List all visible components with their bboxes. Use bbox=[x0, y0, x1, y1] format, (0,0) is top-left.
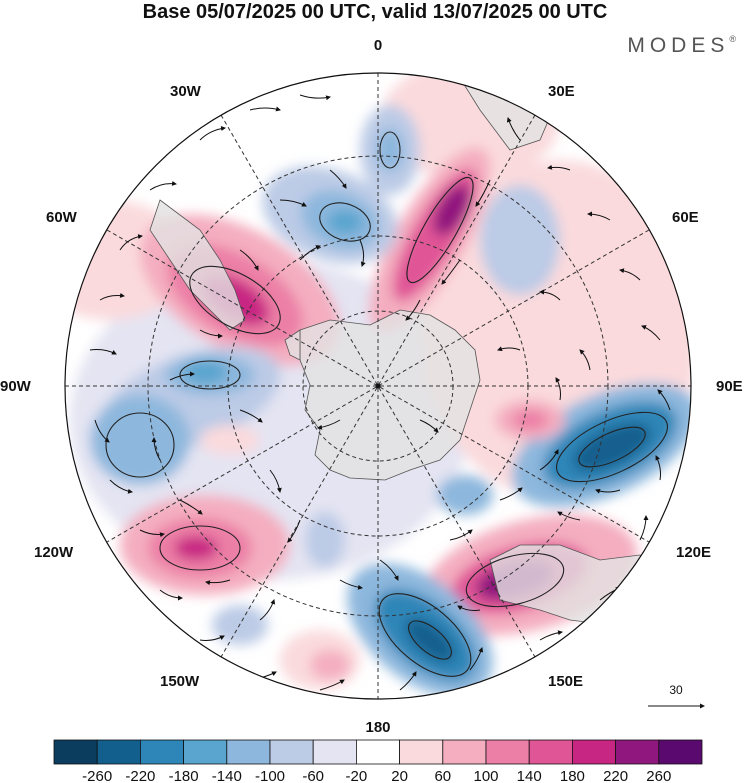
colorbar-swatch bbox=[312, 739, 357, 765]
lon-label-90e: 90E bbox=[716, 378, 743, 395]
colorbar-tick-label: -220 bbox=[125, 768, 155, 783]
antarctic-peninsula-outline bbox=[284, 329, 301, 361]
colorbar-swatch bbox=[139, 739, 184, 765]
contour-lines bbox=[105, 131, 669, 677]
colorbar-tick-label: -20 bbox=[346, 768, 368, 783]
lon-label-0: 0 bbox=[374, 37, 382, 54]
vector-scale: 30 bbox=[648, 683, 705, 709]
modes-logo: MODES® bbox=[627, 34, 736, 58]
colorbar-swatch bbox=[572, 739, 617, 765]
lon-label-60w: 60W bbox=[46, 209, 78, 226]
colorbar-swatch bbox=[96, 739, 141, 765]
lon-label-30w: 30W bbox=[170, 83, 202, 100]
longitude-labels: 0 30E 60E 90E 120E 150E 180 150W 120W 90… bbox=[0, 37, 743, 736]
colorbar-swatch bbox=[485, 739, 530, 765]
colorbar-tick-label: 20 bbox=[391, 768, 408, 783]
colorbar-swatch bbox=[53, 739, 98, 765]
lon-label-90w: 90W bbox=[0, 378, 32, 395]
map-boundary bbox=[64, 72, 692, 700]
colorbar: -260 -220 -180 -140 -100 -60 -20 20 60 100 140 180 2… bbox=[53, 739, 703, 783]
map-disc bbox=[65, 73, 691, 699]
colorbar-tick-label: -140 bbox=[212, 768, 242, 783]
colorbar-tick-label: 220 bbox=[603, 768, 628, 783]
vector-scale-label: 30 bbox=[669, 683, 683, 697]
colorbar-tick-label: -100 bbox=[255, 768, 285, 783]
colorbar-swatch bbox=[528, 739, 573, 765]
colorbar-swatch bbox=[269, 739, 314, 765]
colorbar-tick-label: 60 bbox=[434, 768, 451, 783]
wind-vectors bbox=[89, 94, 671, 691]
colorbar-swatch bbox=[226, 739, 271, 765]
colorbar-tick-label: -60 bbox=[302, 768, 324, 783]
map-title: Base 05/07/2025 00 UTC, valid 13/07/2025… bbox=[142, 1, 608, 23]
colorbar-tick-label: 100 bbox=[473, 768, 498, 783]
colorbar-tick-label: 260 bbox=[646, 768, 671, 783]
colorbar-swatch bbox=[355, 739, 400, 765]
lon-label-60e: 60E bbox=[672, 209, 699, 226]
south-america-outline bbox=[149, 199, 246, 331]
lon-label-180: 180 bbox=[365, 719, 390, 736]
registered-mark: ® bbox=[729, 34, 736, 44]
lon-label-150w: 150W bbox=[160, 673, 200, 690]
colorbar-swatch bbox=[615, 739, 660, 765]
lon-label-120w: 120W bbox=[34, 544, 74, 561]
lon-label-150e: 150E bbox=[548, 673, 583, 690]
colorbar-tick-label: 180 bbox=[560, 768, 585, 783]
colorbar-tick-label: -260 bbox=[82, 768, 112, 783]
colorbar-tick-label: 140 bbox=[517, 768, 542, 783]
lon-label-30e: 30E bbox=[548, 83, 575, 100]
colorbar-swatch bbox=[658, 739, 703, 765]
lon-label-120e: 120E bbox=[676, 544, 711, 561]
graticule bbox=[65, 73, 691, 699]
colorbar-swatch bbox=[399, 739, 444, 765]
colorbar-swatch bbox=[183, 739, 228, 765]
colorbar-tick-label: -180 bbox=[169, 768, 199, 783]
south-pole-dot bbox=[375, 383, 381, 389]
brand-text: MODES bbox=[627, 34, 730, 57]
colorbar-swatch bbox=[442, 739, 487, 765]
